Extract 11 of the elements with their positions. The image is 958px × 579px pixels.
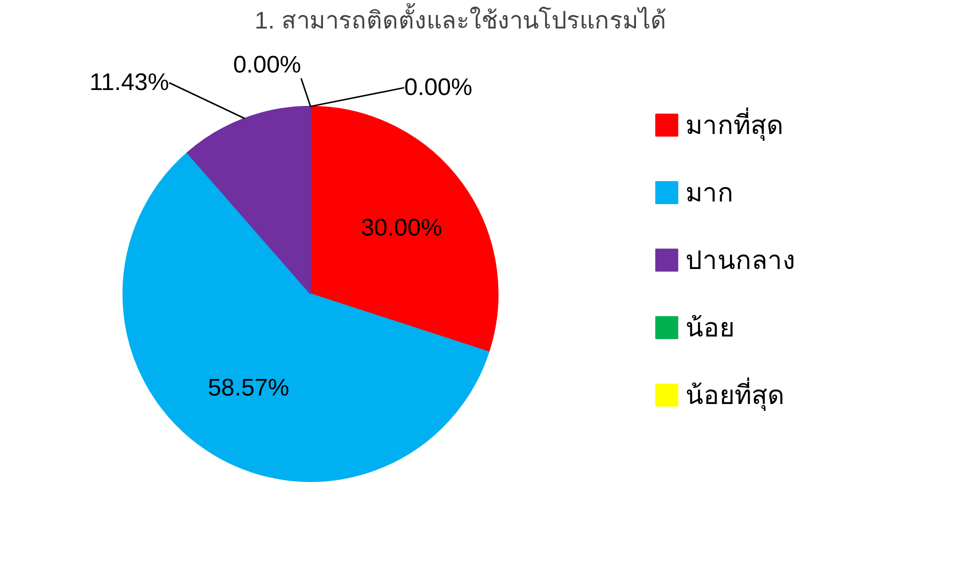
- legend-label: มากที่สุด: [686, 107, 784, 142]
- data-label: 58.57%: [208, 374, 290, 402]
- legend-label: น้อยที่สุด: [686, 377, 784, 412]
- legend-label: มาก: [686, 178, 734, 208]
- data-label: 30.00%: [360, 214, 442, 242]
- data-label: 11.43%: [89, 69, 170, 96]
- text: 0.00%: [233, 51, 302, 78]
- legend-label: น้อย: [686, 312, 734, 343]
- chart-title: 1. สามารถติดตั้งและใช้งานโปรแกรมได้: [254, 2, 666, 34]
- legend-label: ปานกลาง: [686, 245, 796, 276]
- text: 0.00%: [404, 74, 472, 102]
